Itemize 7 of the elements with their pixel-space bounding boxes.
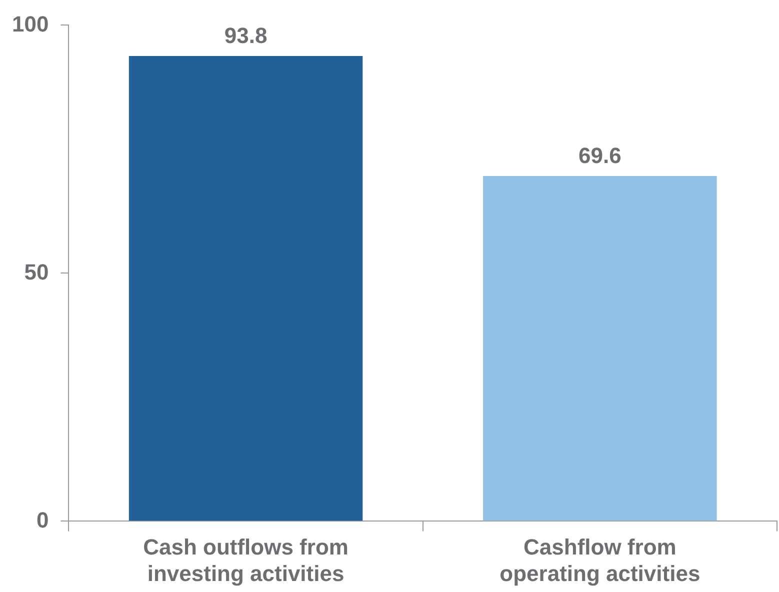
y-tick-label: 50 <box>24 259 49 284</box>
y-tick-label: 0 <box>36 507 49 532</box>
y-tick-label: 100 <box>12 11 49 36</box>
data-label: 93.8 <box>224 23 268 48</box>
x-tick-label: Cashflow from operating activities <box>500 534 700 586</box>
x-tick-label: Cash outflows from investing activities <box>143 534 348 586</box>
data-label: 69.6 <box>578 143 622 168</box>
